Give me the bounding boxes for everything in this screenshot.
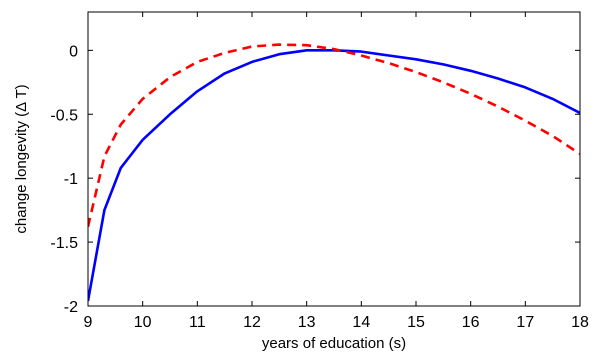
tick-marks bbox=[87, 12, 581, 307]
series-line-1-solid bbox=[88, 49, 580, 302]
tick-labels: 9 10 11 12 13 14 15 16 17 18 0 -0.5 -1 -1.5 -2 bbox=[50, 43, 589, 331]
plot-area bbox=[88, 43, 580, 302]
x-tick-label: 11 bbox=[189, 314, 206, 331]
y-tick-label: 0 bbox=[69, 43, 78, 60]
x-tick-label: 12 bbox=[243, 314, 261, 331]
x-tick-label: 17 bbox=[516, 314, 534, 331]
x-tick-label: 9 bbox=[84, 314, 93, 331]
x-tick-label: 10 bbox=[134, 314, 152, 331]
x-tick-label: 16 bbox=[462, 314, 480, 331]
y-tick-label: -1 bbox=[64, 171, 78, 188]
x-tick-label: 14 bbox=[352, 314, 370, 331]
x-axis-title: years of education (s) bbox=[262, 335, 406, 352]
x-tick-label: 13 bbox=[298, 314, 316, 331]
axes-frame bbox=[87, 11, 581, 307]
x-tick-label: 18 bbox=[571, 314, 589, 331]
y-tick-label: -0.5 bbox=[50, 107, 78, 124]
y-tick-label: -1.5 bbox=[50, 235, 78, 252]
y-tick-label: -2 bbox=[64, 299, 78, 316]
series-line-2-dashed bbox=[88, 43, 580, 227]
x-tick-label: 15 bbox=[407, 314, 425, 331]
y-axis-title: change longevity (Δ T) bbox=[13, 84, 30, 233]
